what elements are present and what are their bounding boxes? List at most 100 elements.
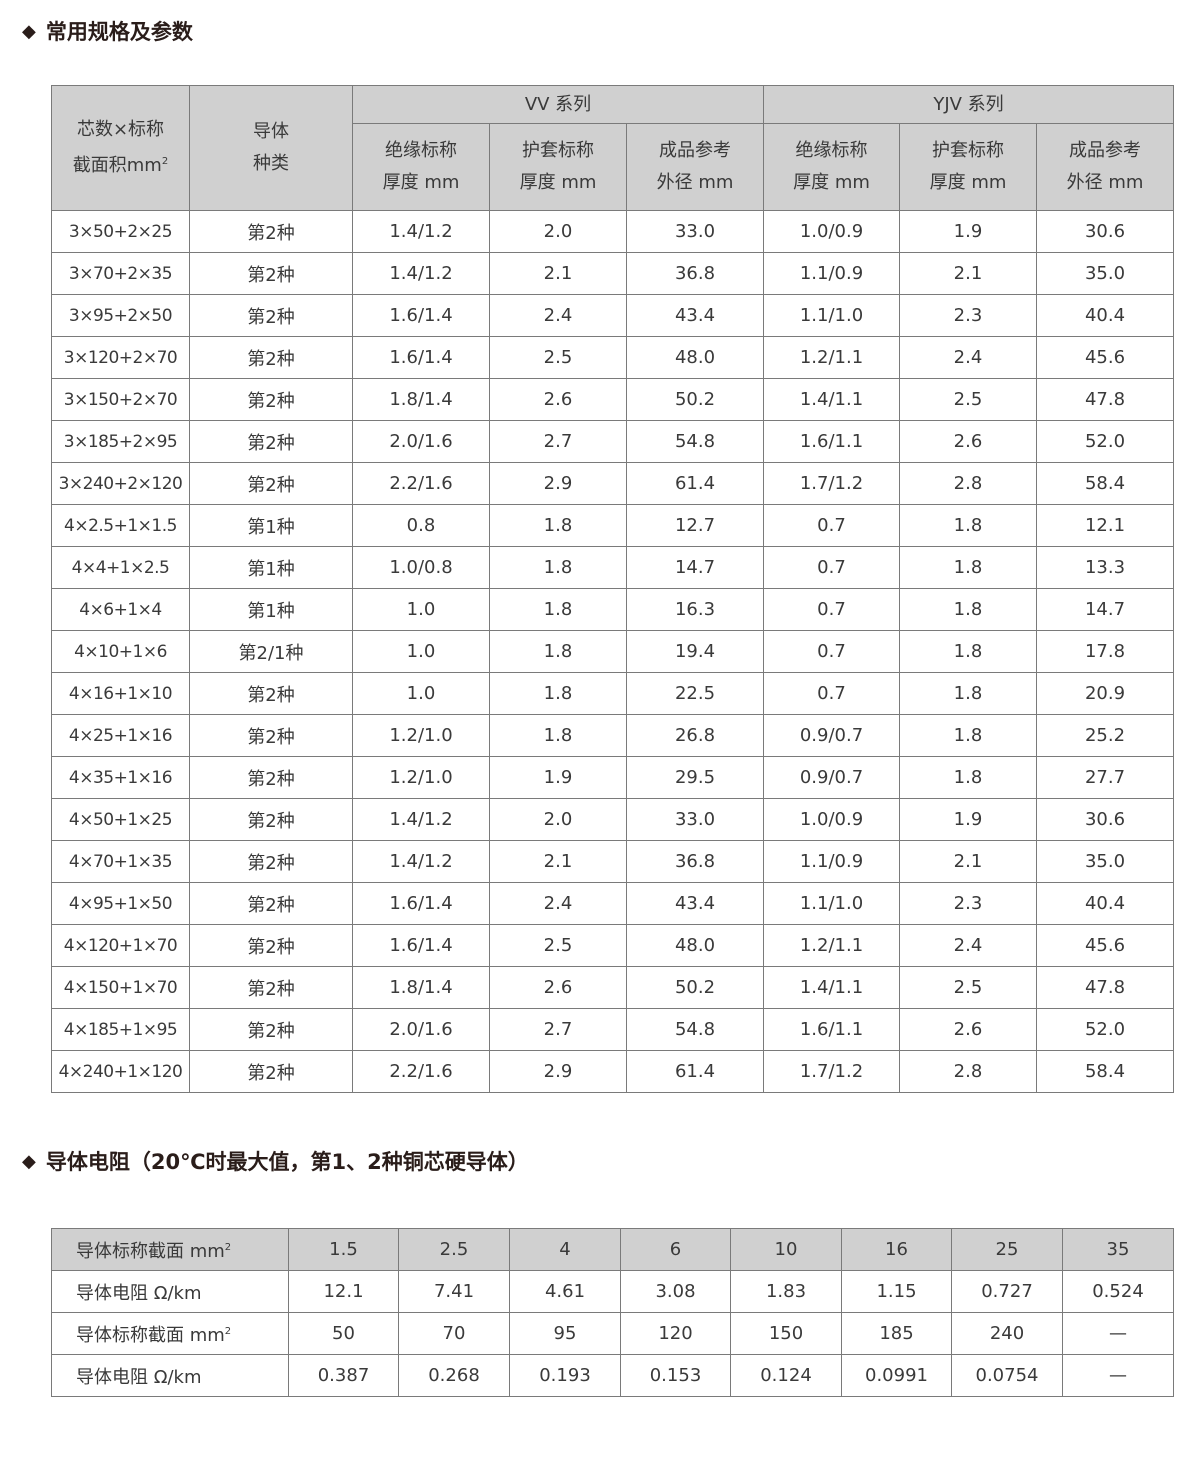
table-cell: — xyxy=(1062,1354,1174,1397)
section-heading-resistance: ◆ 导体电阻（20℃时最大值，第1、2种铜芯硬导体） xyxy=(22,1146,529,1176)
table-cell: 1.2/1.1 xyxy=(763,924,900,967)
table-row: 4×35+1×16 第2种 1.2/1.0 1.9 29.5 0.9/0.7 1.8 27.7 xyxy=(51,756,1174,799)
table-cell: 第1种 xyxy=(189,504,353,547)
table-cell: 2.7 xyxy=(489,420,627,463)
table-cell: 1.0 xyxy=(352,588,490,631)
table-cell: 第2种 xyxy=(189,966,353,1009)
table-cell: 19.4 xyxy=(626,630,764,673)
table-cell: 1.8 xyxy=(489,588,627,631)
table-cell: 2.1 xyxy=(489,840,627,883)
table-cell: 54.8 xyxy=(626,420,764,463)
table-cell: 1.8 xyxy=(899,756,1037,799)
section-title: 导体电阻（20℃时最大值，第1、2种铜芯硬导体） xyxy=(45,1150,529,1174)
header-vv-series: VV 系列 xyxy=(352,85,764,124)
subheader-cell: 护套标称 厚度 mm xyxy=(489,123,627,211)
table-cell: 12.1 xyxy=(1036,504,1174,547)
table-row: 导体电阻 Ω/km 0.387 0.268 0.193 0.153 0.124 0.0991… xyxy=(51,1354,1174,1397)
table-cell: 0.727 xyxy=(951,1270,1063,1313)
table-cell: 1.0/0.8 xyxy=(352,546,490,589)
table-cell: 1.9 xyxy=(899,210,1037,253)
table-cell: 3×120+2×70 xyxy=(51,336,190,379)
table-cell: 2.6 xyxy=(489,378,627,421)
table-cell: 2.6 xyxy=(489,966,627,1009)
table-cell: 第2种 xyxy=(189,1008,353,1051)
table-row: 4×95+1×50 第2种 1.6/1.4 2.4 43.4 1.1/1.0 2.3 40.4 xyxy=(51,882,1174,925)
table-cell: 35 xyxy=(1062,1228,1174,1271)
table-cell: 1.9 xyxy=(899,798,1037,841)
table-row: 4×16+1×10 第2种 1.0 1.8 22.5 0.7 1.8 20.9 xyxy=(51,672,1174,715)
table-cell: 45.6 xyxy=(1036,924,1174,967)
table-cell: 0.124 xyxy=(730,1354,842,1397)
table-cell: 3×50+2×25 xyxy=(51,210,190,253)
table-cell: 25 xyxy=(951,1228,1063,1271)
table-cell: 1.6/1.4 xyxy=(352,924,490,967)
subheader-cell: 护套标称 厚度 mm xyxy=(899,123,1037,211)
table-cell: 1.1/0.9 xyxy=(763,252,900,295)
table-cell: 0.524 xyxy=(1062,1270,1174,1313)
table-cell: 第2种 xyxy=(189,252,353,295)
table-row: 4×4+1×2.5 第1种 1.0/0.8 1.8 14.7 0.7 1.8 13.3 xyxy=(51,546,1174,589)
table-cell: 0.193 xyxy=(509,1354,621,1397)
table-cell: 0.7 xyxy=(763,546,900,589)
table-cell: 36.8 xyxy=(626,840,764,883)
table-cell: 1.8 xyxy=(489,546,627,589)
table-cell: 1.0 xyxy=(352,672,490,715)
table-cell: 10 xyxy=(730,1228,842,1271)
table-cell: 54.8 xyxy=(626,1008,764,1051)
table-cell: 2.4 xyxy=(489,294,627,337)
table-cell: 第2种 xyxy=(189,756,353,799)
table-cell: 4×50+1×25 xyxy=(51,798,190,841)
table-cell: 第2种 xyxy=(189,462,353,505)
table-cell: 52.0 xyxy=(1036,420,1174,463)
table-cell: 2.9 xyxy=(489,462,627,505)
table-cell: 1.8/1.4 xyxy=(352,378,490,421)
table-cell: 120 xyxy=(620,1312,731,1355)
table-row: 4×2.5+1×1.5 第1种 0.8 1.8 12.7 0.7 1.8 12.1 xyxy=(51,504,1174,547)
resistance-table: 导体标称截面 mm2 1.5 2.5 4 6 10 16 25 35 导体电阻 Ω/km 12.1 7… xyxy=(51,1228,1174,1397)
table-cell: 1.6/1.1 xyxy=(763,420,900,463)
table-cell: 50.2 xyxy=(626,378,764,421)
table-cell: 2.4 xyxy=(899,336,1037,379)
table-cell: 43.4 xyxy=(626,882,764,925)
table-cell: 1.8 xyxy=(489,714,627,757)
table-row: 3×95+2×50 第2种 1.6/1.4 2.4 43.4 1.1/1.0 2.3 40.4 xyxy=(51,294,1174,337)
table-cell: 14.7 xyxy=(1036,588,1174,631)
table-cell: 4×35+1×16 xyxy=(51,756,190,799)
table-cell: 第1种 xyxy=(189,588,353,631)
table-cell: 2.5 xyxy=(398,1228,510,1271)
table-cell: 第2种 xyxy=(189,840,353,883)
table-cell: 1.2/1.0 xyxy=(352,756,490,799)
table-cell: 4×4+1×2.5 xyxy=(51,546,190,589)
table-cell: 0.7 xyxy=(763,672,900,715)
table-row: 导体标称截面 mm2 50 70 95 120 150 185 240— xyxy=(51,1312,1174,1355)
table-cell: 1.4/1.2 xyxy=(352,210,490,253)
table-cell: 4×150+1×70 xyxy=(51,966,190,1009)
table-cell: 2.3 xyxy=(899,294,1037,337)
table-cell: 25.2 xyxy=(1036,714,1174,757)
table-cell: 61.4 xyxy=(626,1050,764,1093)
table-cell: 1.6/1.4 xyxy=(352,336,490,379)
subheader-cell: 成品参考 外径 mm xyxy=(1036,123,1174,211)
table-cell: 45.6 xyxy=(1036,336,1174,379)
row-label: 导体标称截面 mm2 xyxy=(51,1312,289,1355)
table-cell: 4×185+1×95 xyxy=(51,1008,190,1051)
table-cell: 7.41 xyxy=(398,1270,510,1313)
table-row: 4×150+1×70 第2种 1.8/1.4 2.6 50.2 1.4/1.1 2.5 47.… xyxy=(51,966,1174,1009)
table-cell: 第2种 xyxy=(189,714,353,757)
header-yjv-series: YJV 系列 xyxy=(763,85,1174,124)
table-cell: 0.7 xyxy=(763,588,900,631)
table-cell: 2.0 xyxy=(489,798,627,841)
table-cell: 1.5 xyxy=(288,1228,399,1271)
table-cell: 0.0754 xyxy=(951,1354,1063,1397)
table-cell: 1.8 xyxy=(899,630,1037,673)
table-cell: 2.3 xyxy=(899,882,1037,925)
table-cell: 48.0 xyxy=(626,924,764,967)
subheader-cell: 绝缘标称 厚度 mm xyxy=(352,123,490,211)
table-cell: 0.153 xyxy=(620,1354,731,1397)
table-cell: 2.6 xyxy=(899,1008,1037,1051)
table-cell: 22.5 xyxy=(626,672,764,715)
table-cell: 1.8 xyxy=(489,630,627,673)
table-cell: 16.3 xyxy=(626,588,764,631)
table-cell: 3×95+2×50 xyxy=(51,294,190,337)
table-cell: 48.0 xyxy=(626,336,764,379)
